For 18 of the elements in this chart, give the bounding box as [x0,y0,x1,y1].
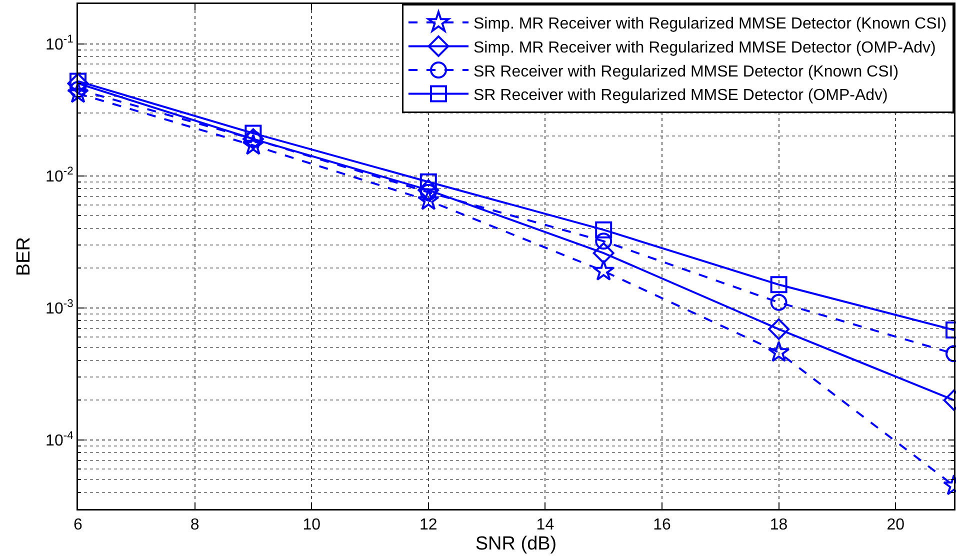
y-tick-label: 10$^{-1}$ [46,34,74,54]
x-tick-label: 20 [886,516,905,534]
x-tick-label: 6 [74,516,83,534]
legend-label: SR Receiver with Regularized MMSE Detector (Known CSI) [474,63,899,80]
y-axis-title: BER [14,236,35,276]
x-tick-label: 8 [190,516,200,534]
legend-label: SR Receiver with Regularized MMSE Detector (OMP-Adv) [474,87,888,104]
x-tick-label: 10 [302,516,321,534]
x-tick-label: 18 [770,516,788,534]
x-tick-label: 12 [420,516,438,534]
y-tick-label: 10$^{-2}$ [46,166,74,186]
x-axis-title: SNR (dB) [475,534,557,555]
y-tick-label: 10$^{-3}$ [46,298,74,318]
x-tick-label: 14 [536,516,554,534]
legend-label: Simp. MR Receiver with Regularized MMSE Detector (OMP-Adv) [474,39,936,56]
legend-label: Simp. MR Receiver with Regularized MMSE Detector (Known CSI) [474,16,947,33]
x-tick-label: 16 [653,516,671,534]
y-tick-label: 10$^{-4}$ [46,430,74,450]
